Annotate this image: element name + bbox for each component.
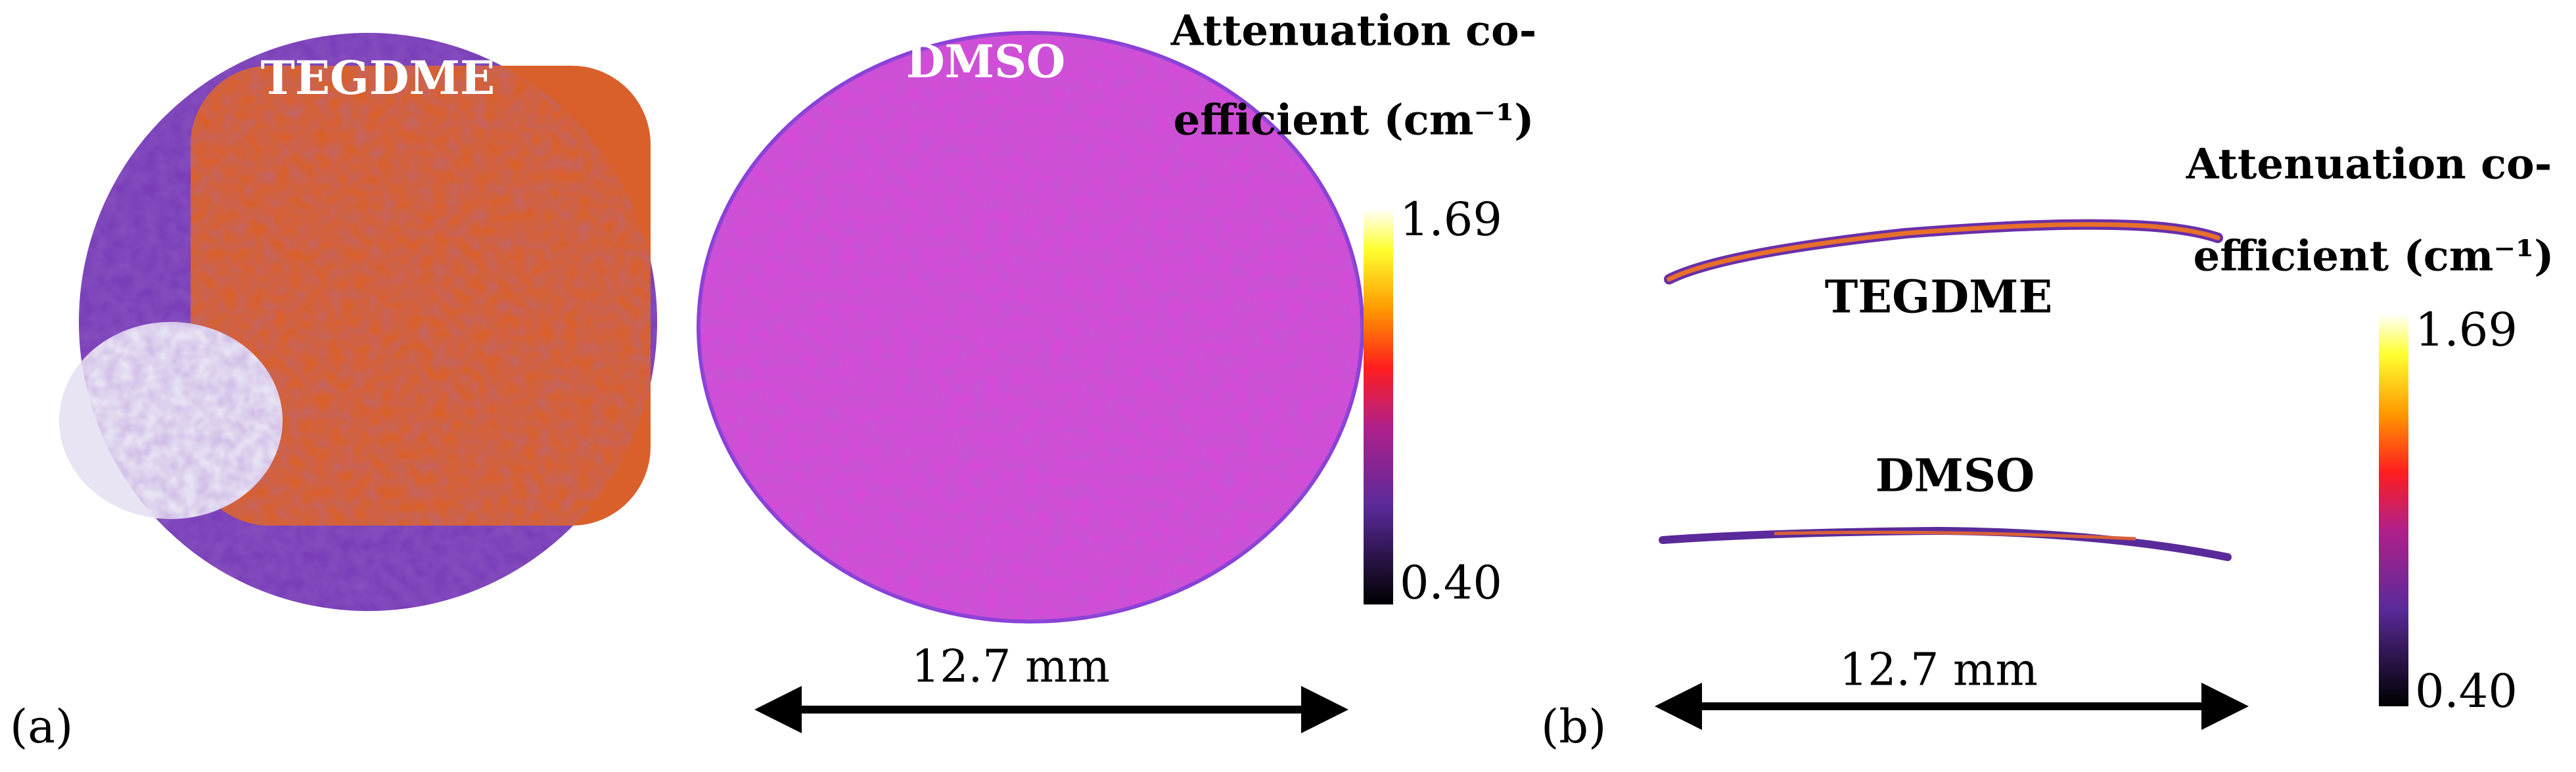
- tegdme-disc: [59, 33, 657, 611]
- sample-label: DMSO: [1875, 450, 2035, 503]
- panel-label: (a): [10, 700, 73, 754]
- scale-label: 12.7 mm: [911, 641, 1110, 693]
- colorbar-max: 1.69: [2415, 303, 2518, 357]
- colorbar-title: efficient (cm⁻¹): [1174, 96, 1534, 145]
- colorbar-title: efficient (cm⁻¹): [2194, 232, 2554, 281]
- colorbar: [2379, 315, 2408, 706]
- dmso-slice-core: [1774, 530, 2136, 541]
- colorbar-min: 0.40: [2415, 664, 2518, 718]
- tegdme-slice-core: [1667, 222, 2220, 282]
- colorbar: [1364, 210, 1393, 604]
- dmso-slice: [1659, 526, 2232, 561]
- dmso-disc: [697, 31, 1364, 624]
- sample-label: DMSO: [906, 36, 1066, 89]
- scale-label: 12.7 mm: [1839, 645, 2038, 696]
- colorbar-title: Attenuation co-: [1170, 7, 1537, 56]
- panel-label: (b): [1541, 700, 1606, 754]
- colorbar-title: Attenuation co-: [2186, 140, 2552, 189]
- colorbar-max: 1.69: [1400, 193, 1502, 246]
- sample-label: TEGDME: [261, 51, 495, 105]
- sample-label: TEGDME: [1825, 271, 2053, 324]
- colorbar-min: 0.40: [1400, 556, 1502, 610]
